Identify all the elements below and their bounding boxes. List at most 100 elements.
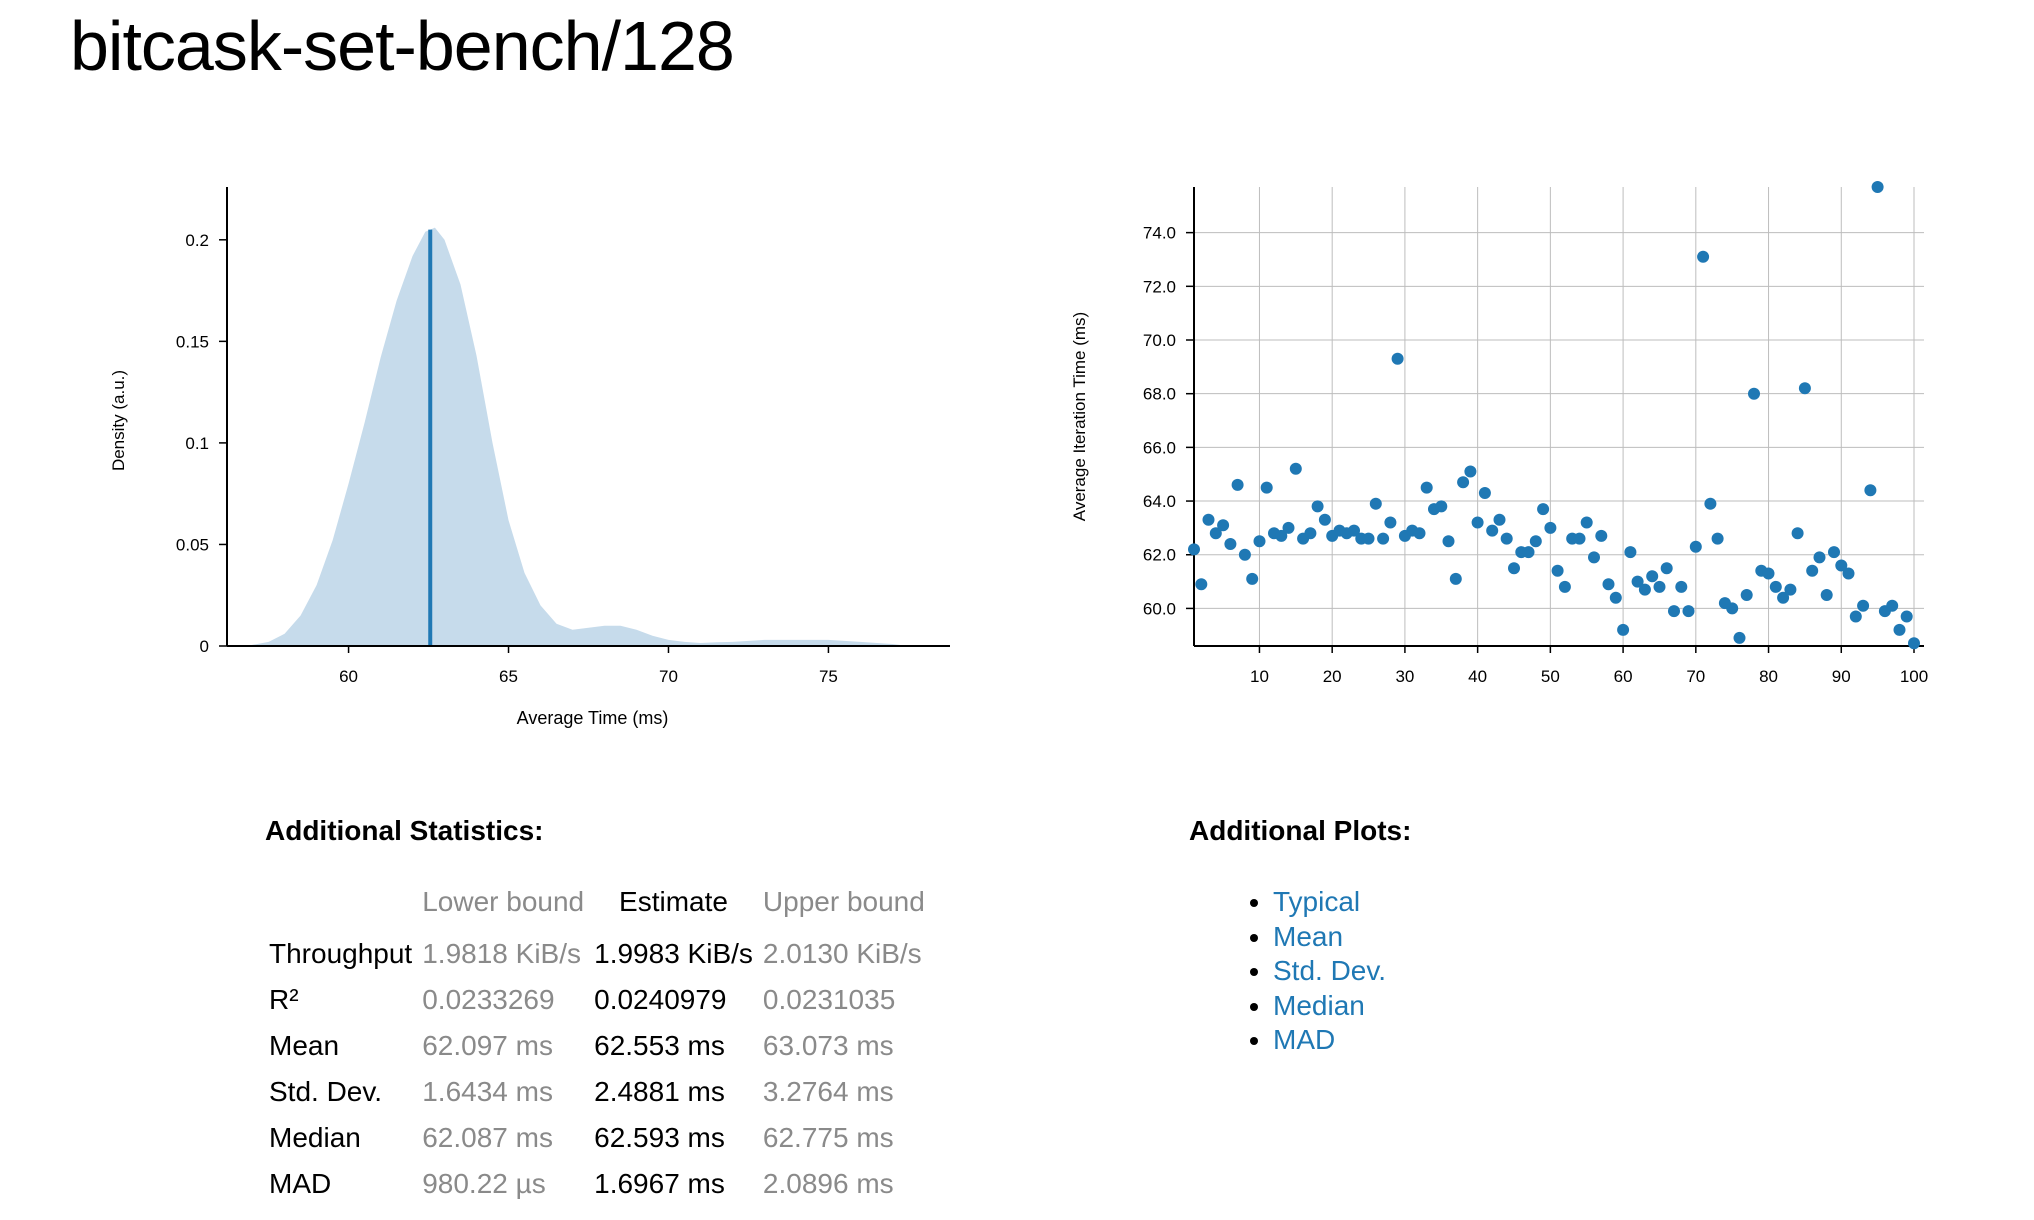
data-point [1282,521,1295,534]
plot-link-mean[interactable]: Mean [1273,920,1344,952]
data-point [1784,583,1797,596]
data-point [1508,562,1520,575]
data-point [1573,532,1586,545]
statistics-header-row: Lower bound Estimate Upper bound [264,885,930,931]
estimate-value: 1.6967 ms [594,1168,725,1199]
data-point [1551,564,1564,577]
data-point [1711,532,1724,545]
data-point [1435,500,1448,513]
data-point [1617,623,1630,636]
lower-bound-value: 1.9818 KiB/s [422,938,581,969]
data-point [1857,599,1870,612]
y-tick-label: 60.0 [1143,599,1176,618]
data-point [1638,583,1651,596]
table-row: Throughput 1.9818 KiB/s 1.9983 KiB/s 2.0… [264,931,930,977]
additional-plots-list: Typical Mean Std. Dev. Median MAD [1243,885,1386,1058]
data-point [1202,513,1215,526]
data-point [1478,487,1491,499]
y-tick-label: 68.0 [1143,385,1176,404]
data-point [1384,516,1397,529]
data-point [1391,352,1404,365]
data-point [1377,532,1390,545]
y-tick-label: 66.0 [1143,438,1176,457]
row-label: MAD [269,1168,332,1199]
y-tick-label: 0.1 [185,434,209,453]
list-item: Std. Dev. [1273,954,1386,989]
x-tick-label: 100 [1900,667,1928,686]
data-point [1486,524,1499,537]
additional-plots-heading: Additional Plots: [1189,815,1412,846]
data-point [1762,567,1775,580]
data-point [1471,516,1484,529]
data-point [1733,631,1746,644]
data-point [1217,519,1230,532]
lower-bound-value: 62.097 ms [422,1030,553,1061]
data-point [1609,591,1622,604]
statistics-table: Lower bound Estimate Upper bound Through… [264,885,930,1207]
data-point [1893,623,1906,636]
data-point [1420,481,1433,494]
list-item: Typical [1273,885,1386,920]
data-point [1595,529,1608,542]
table-row: R² 0.0233269 0.0240979 0.0231035 [264,977,930,1023]
data-point [1871,181,1884,193]
x-tick-label: 40 [1468,667,1487,686]
plot-link-typical[interactable]: Typical [1273,886,1361,917]
row-label: Throughput [269,938,413,969]
data-point [1791,527,1804,540]
data-point [1849,610,1862,623]
y-tick-label: 72.0 [1143,277,1176,296]
y-tick-label: 0.15 [176,332,209,351]
data-point [1682,605,1695,618]
data-point [1777,591,1790,604]
plot-link-mad[interactable]: MAD [1273,1024,1336,1055]
data-point [1493,513,1506,526]
data-point [1544,521,1557,534]
x-axis-title: Average Time (ms) [517,708,669,728]
upper-bound-value: 3.2764 ms [762,1076,894,1107]
estimate-value: 1.9983 KiB/s [594,938,753,969]
table-row: Std. Dev. 1.6434 ms 2.4881 ms 3.2764 ms [264,1069,930,1115]
lower-bound-value: 62.087 ms [422,1122,553,1153]
estimate-value: 2.4881 ms [594,1076,725,1107]
x-tick-label: 10 [1250,667,1269,686]
estimate-value: 62.553 ms [594,1030,725,1061]
page-title: bitcask-set-bench/128 [70,7,735,85]
plot-link-std-dev[interactable]: Std. Dev. [1273,955,1387,986]
additional-statistics-heading: Additional Statistics: [265,815,544,846]
data-point [1580,516,1593,529]
data-point [1311,500,1324,513]
lower-bound-value: 0.0233269 [422,984,555,1015]
data-point [1668,605,1680,618]
row-label: Median [269,1122,361,1153]
data-point [1798,382,1811,395]
x-tick-label: 70 [659,667,678,686]
x-tick-label: 20 [1323,667,1342,686]
upper-bound-value: 63.073 ms [762,1030,894,1061]
plot-link-median[interactable]: Median [1273,989,1365,1021]
data-point [1624,546,1637,559]
data-point [1675,580,1688,593]
data-point [1275,529,1288,542]
data-point [1660,562,1673,575]
y-tick-label: 70.0 [1143,331,1176,350]
data-point [1908,637,1920,650]
data-point [1631,575,1644,588]
data-point [1558,580,1571,593]
y-tick-label: 74.0 [1143,224,1176,243]
data-point [1260,481,1273,494]
data-point [1748,387,1760,400]
data-point [1209,527,1222,540]
data-point [1689,540,1702,553]
y-tick-label: 0 [200,637,209,656]
row-label: R² [269,984,299,1015]
data-point [1602,578,1615,591]
y-axis-title: Density (a.u.) [109,370,128,471]
x-tick-label: 30 [1395,667,1414,686]
data-point [1195,578,1208,591]
data-point [1740,589,1753,601]
upper-bound-value: 62.775 ms [762,1122,894,1153]
list-item: MAD [1273,1023,1386,1058]
table-row: Median 62.087 ms 62.593 ms 62.775 ms [264,1115,930,1161]
